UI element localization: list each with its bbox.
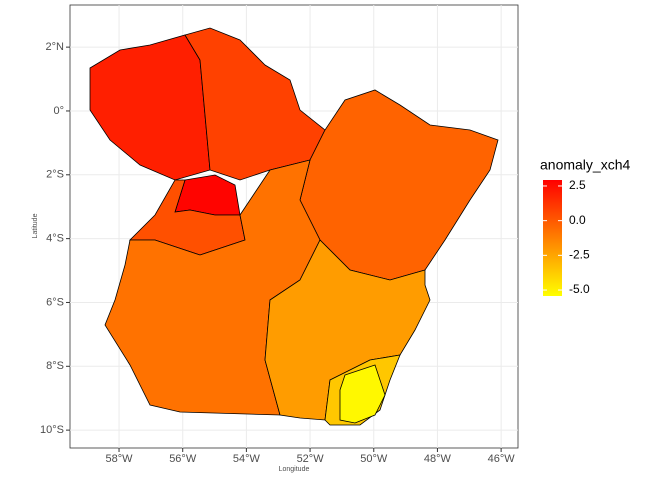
x-tick-label: 54°W: [233, 453, 261, 465]
colorbar: [543, 180, 562, 296]
y-tick-label: 6°S: [46, 296, 64, 308]
colorbar-label: 0.0: [569, 213, 586, 227]
x-tick-label: 56°W: [169, 453, 197, 465]
y-tick-label: 10°S: [40, 424, 64, 436]
x-tick-label: 52°W: [297, 453, 325, 465]
colorbar-label: 2.5: [569, 178, 586, 192]
colorbar-label: -2.5: [569, 248, 590, 262]
x-tick-label: 50°W: [360, 453, 388, 465]
y-tick-label: 2°N: [46, 41, 65, 53]
x-tick-label: 46°W: [488, 453, 516, 465]
y-tick-label: 0°: [53, 105, 64, 117]
y-tick-label: 2°S: [46, 169, 64, 181]
region: [339, 364, 386, 424]
x-axis-title: Longitude: [279, 466, 310, 473]
legend-title: anomaly_xch4: [540, 157, 630, 173]
y-tick-label: 4°S: [46, 233, 64, 245]
y-axis-title: Latitude: [32, 213, 39, 238]
x-tick-label: 48°W: [424, 453, 452, 465]
x-tick-label: 58°W: [106, 453, 134, 465]
y-tick-label: 8°S: [46, 360, 64, 372]
colorbar-label: -5.0: [569, 282, 590, 296]
